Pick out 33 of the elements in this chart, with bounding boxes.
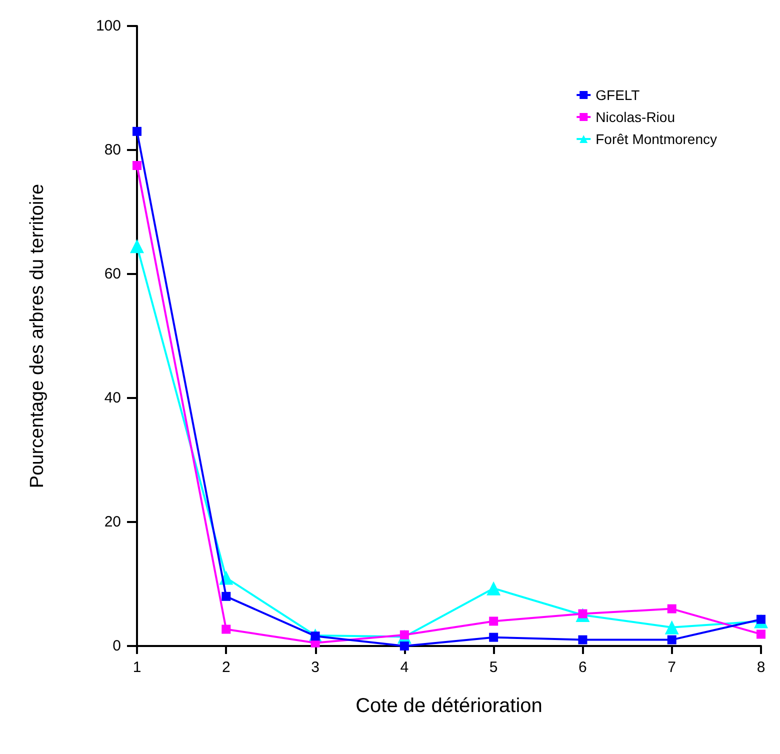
y-axis-title: Pourcentage des arbres du territoire [27,184,48,488]
y-tick-label: 20 [104,514,121,530]
x-axis-title: Cote de détérioration [356,695,542,717]
x-tick-label: 4 [400,659,409,676]
point [400,642,409,650]
x-tick-label: 8 [756,659,766,676]
y-tick-label: 0 [112,638,121,654]
x-tick-label: 1 [132,659,142,676]
legend-label: GFELT [596,87,640,103]
point [489,632,498,642]
point [132,161,142,170]
x-tick-label: 5 [489,659,498,676]
point [130,239,144,254]
y-tick-label: 100 [96,18,121,34]
point [489,616,498,626]
point [222,624,231,634]
x-tick-label: 2 [222,659,230,676]
legend-label: Nicolas-Riou [596,109,675,125]
point [222,592,231,601]
y-tick-label: 60 [104,266,121,282]
x-tick-label: 7 [668,659,676,676]
y-tick-label: 40 [104,390,121,406]
x-tick-label: 6 [578,659,587,676]
legend-label: Forêt Montmorency [596,131,718,147]
point [667,604,676,614]
x-tick-label: 3 [311,659,320,676]
point [667,635,676,644]
y-tick-label: 80 [104,142,121,158]
point [664,620,679,634]
point [578,635,588,644]
point [132,126,142,136]
point [756,630,766,639]
point [486,581,501,596]
